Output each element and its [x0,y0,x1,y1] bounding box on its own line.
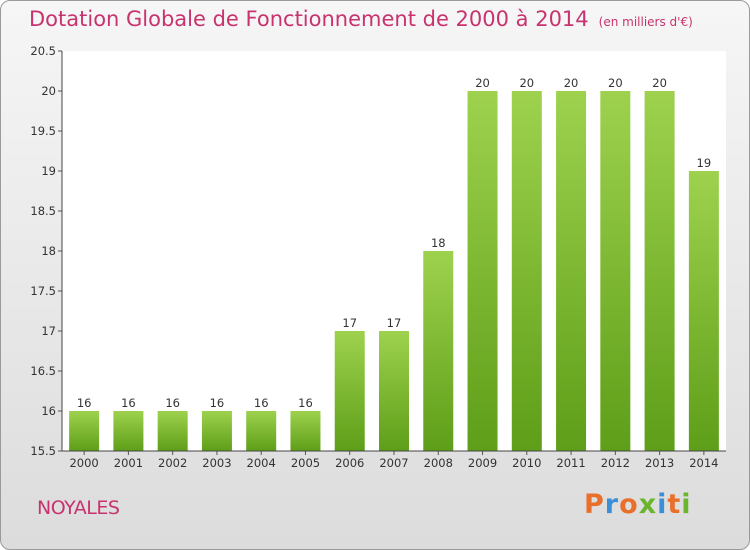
x-tick-label: 2004 [247,456,276,470]
y-tick-label: 18.5 [30,204,56,218]
y-tick-label: 19.5 [30,124,56,138]
y-tick-label: 19 [41,164,56,178]
bar-value-label: 20 [519,76,534,90]
x-tick-label: 2000 [69,456,98,470]
bar-value-label: 16 [298,396,313,410]
bar-value-label: 16 [121,396,136,410]
x-tick-label: 2002 [158,456,187,470]
x-tick-label: 2013 [645,456,674,470]
x-tick-label: 2003 [202,456,231,470]
x-tick-label: 2012 [601,456,630,470]
bar [334,331,365,451]
logo-letter: o [619,489,639,520]
logo-letter: i [681,489,692,520]
y-tick-label: 15.5 [30,444,56,458]
x-tick-label: 2006 [335,456,364,470]
bar-value-label: 20 [475,76,490,90]
bar-value-label: 16 [165,396,180,410]
bar-value-label: 17 [342,316,357,330]
logo-letter: P [584,489,605,520]
bar [246,411,277,451]
bar-value-label: 19 [697,156,712,170]
bar-value-label: 16 [77,396,92,410]
bar-value-label: 16 [210,396,225,410]
bar [600,91,631,451]
y-tick-label: 20.5 [30,44,56,58]
x-tick-label: 2014 [689,456,718,470]
y-tick-label: 16 [41,404,56,418]
bar [157,411,188,451]
bar-value-label: 17 [387,316,402,330]
bar [69,411,100,451]
bar [644,91,675,451]
logo-letter: t [667,489,682,520]
bar-value-label: 18 [431,236,446,250]
x-tick-label: 2007 [379,456,408,470]
bar [511,91,542,451]
bar [556,91,587,451]
y-tick-label: 18 [41,244,56,258]
bar-value-label: 20 [608,76,623,90]
logo-letter: r [604,489,620,520]
bar [201,411,232,451]
logo-letter: x [638,489,658,520]
x-tick-label: 2009 [468,456,497,470]
y-tick-label: 17.5 [30,284,56,298]
x-tick-label: 2010 [512,456,541,470]
logo-letter: i [657,489,668,520]
bar [379,331,409,451]
bar [423,251,454,451]
bar [467,91,498,451]
bar [113,411,144,451]
y-tick-label: 16.5 [30,364,56,378]
y-tick-label: 20 [41,84,56,98]
bar-value-label: 20 [564,76,579,90]
proxiti-logo: Proxiti [584,489,692,520]
x-tick-label: 2005 [291,456,320,470]
chart-title-unit: (en milliers d'€) [598,15,693,29]
bar [290,411,321,451]
bar [688,171,719,451]
commune-name: NOYALES [37,497,120,519]
x-tick-label: 2011 [556,456,585,470]
bar-value-label: 20 [652,76,667,90]
y-tick-label: 17 [41,324,56,338]
bar-value-label: 16 [254,396,269,410]
x-tick-label: 2001 [114,456,143,470]
chart-title-main: Dotation Globale de Fonctionnement de 20… [29,7,589,31]
chart-title: Dotation Globale de Fonctionnement de 20… [29,7,693,31]
x-tick-label: 2008 [424,456,453,470]
